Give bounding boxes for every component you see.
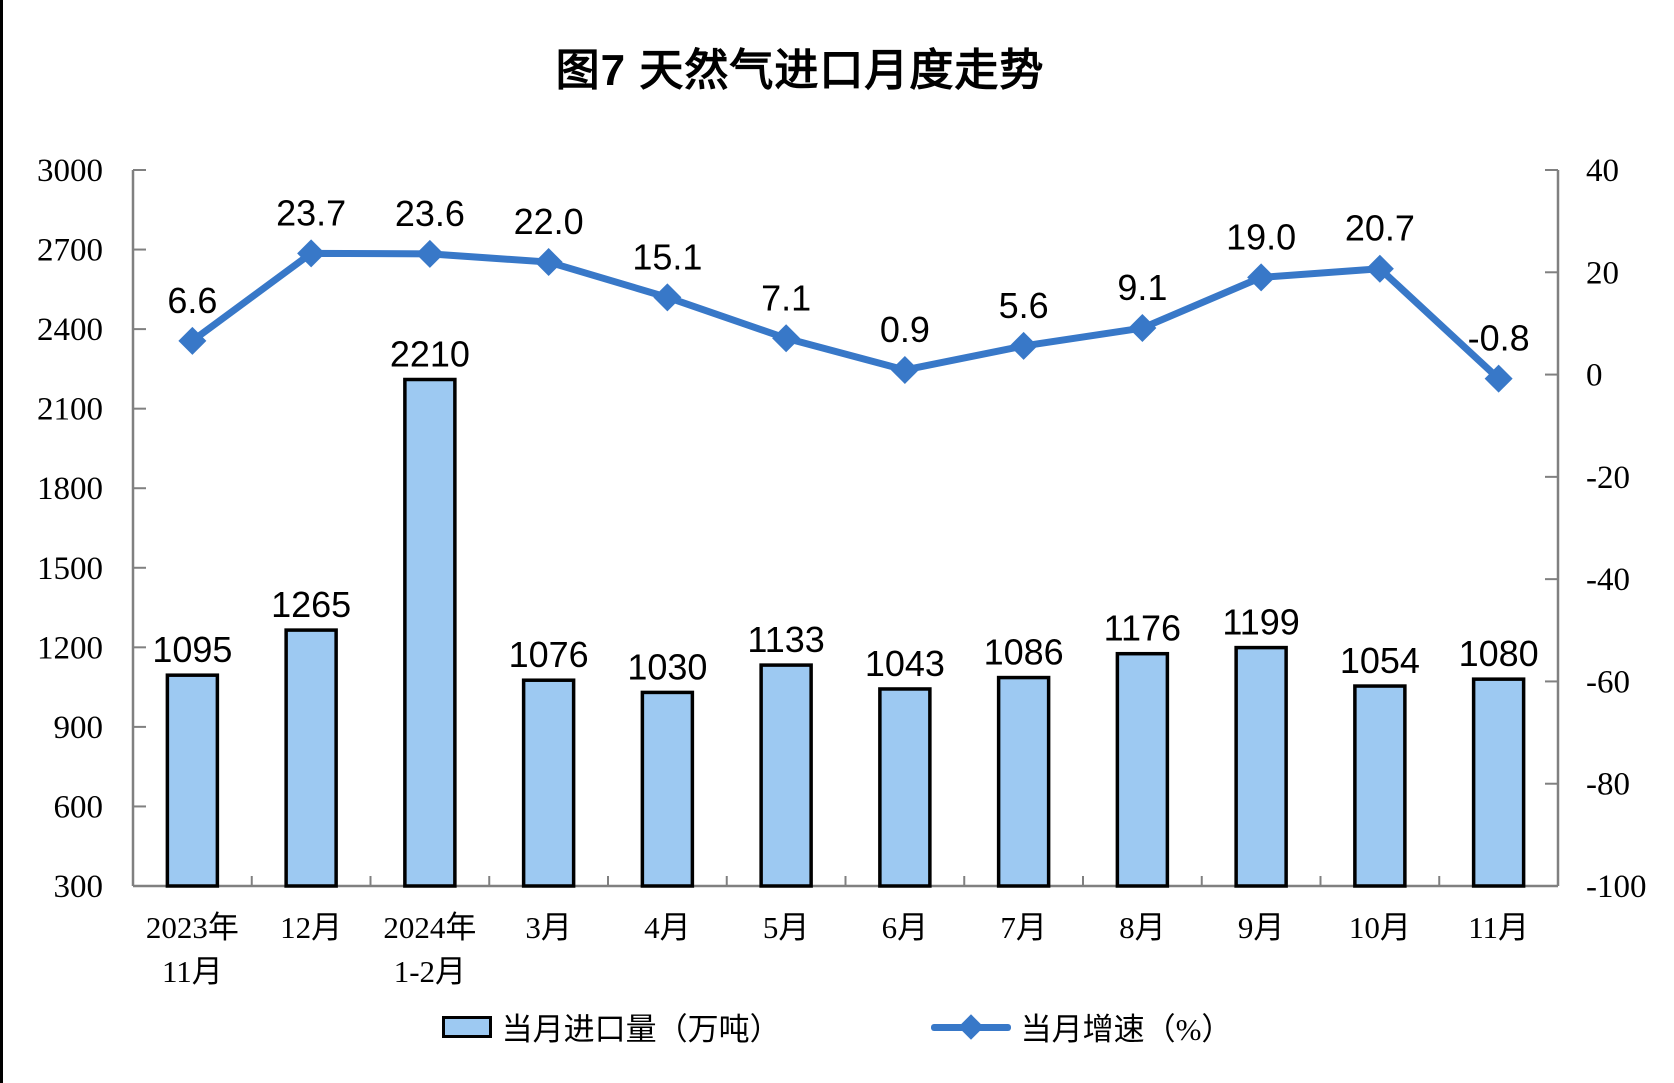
legend-item-imports: 当月进口量（万吨） [441, 1004, 781, 1049]
x-axis-label: 2024年 [383, 910, 476, 945]
line-value-label: 15.1 [632, 236, 702, 277]
line-value-label: 23.7 [276, 192, 346, 233]
x-axis-label: 2023年 [146, 910, 239, 945]
legend-line-diamond-icon [957, 1013, 984, 1040]
right-axis-tick-label: -60 [1586, 664, 1630, 700]
x-axis-label: 3月 [525, 910, 572, 945]
bar-value-label: 1030 [627, 646, 707, 687]
line-marker-diamond-icon [890, 355, 919, 384]
bar [521, 678, 576, 888]
bar-value-label: 1054 [1340, 640, 1420, 681]
bar [759, 663, 813, 888]
right-axis-tick-label: -20 [1586, 460, 1630, 496]
legend-bar-label: 当月进口量（万吨） [501, 1012, 781, 1047]
bar [996, 675, 1051, 888]
line-value-label: 7.1 [761, 277, 811, 318]
x-axis-label: 10月 [1349, 910, 1411, 945]
chart-title: 图7 天然气进口月度走势 [555, 46, 1045, 95]
left-axis-tick-label: 600 [54, 789, 104, 825]
line-value-label: 20.7 [1345, 208, 1415, 249]
legend-item-growth: 当月增速（%） [930, 1004, 1233, 1049]
x-axis-labels: 2023年 11月 12月 2024年 1-2月 3月 4月 5月 6月 7月 8月 9月 10月 11月 [146, 910, 1529, 989]
bar [640, 690, 695, 888]
bar-value-label: 2210 [390, 333, 470, 374]
left-axis-tick-label: 2400 [37, 312, 103, 348]
bar-value-label: 1086 [984, 632, 1064, 673]
bar [1115, 651, 1170, 888]
line-marker-diamond-icon [1009, 331, 1038, 360]
right-axis-tick-label: 0 [1586, 358, 1603, 394]
bar [403, 377, 457, 888]
right-axis-ticks: 40 20 0 -20 -40 -60 -80 -100 [1545, 153, 1647, 905]
line-marker-diamond-icon [415, 239, 444, 268]
line-value-label: 23.6 [395, 193, 465, 234]
growth-line [188, 249, 1503, 383]
bar-value-label: 1080 [1459, 633, 1539, 674]
line-value-label: 22.0 [514, 201, 584, 242]
left-axis-tick-label: 2100 [37, 392, 103, 428]
line-value-label: 5.6 [999, 285, 1049, 326]
line-marker-diamond-icon [297, 239, 326, 268]
line-value-label: -0.8 [1468, 318, 1530, 359]
bar-value-label: 1265 [271, 584, 351, 625]
x-axis-label: 8月 [1119, 910, 1166, 945]
line-value-label: 9.1 [1117, 267, 1167, 308]
line-marker-diamond-icon [178, 326, 207, 355]
right-axis-tick-label: 40 [1586, 153, 1619, 189]
bar [1234, 645, 1288, 888]
right-axis-tick-label: -80 [1586, 767, 1630, 803]
bar [1471, 677, 1526, 888]
bar-value-label: 1076 [509, 634, 589, 675]
bar [878, 687, 932, 888]
right-axis-tick-label: 20 [1586, 255, 1619, 291]
line-series: 6.6 23.7 23.6 22.0 15.1 7.1 0.9 5.6 9.1 19.0 20.7 -… [167, 192, 1530, 393]
line-marker-diamond-icon [534, 248, 563, 277]
x-axis-ticks [250, 876, 1441, 886]
left-axis-ticks: 3000 2700 2400 2100 1800 1500 1200 900 600 300 [37, 153, 146, 905]
bar-value-label: 1133 [747, 619, 824, 660]
line-value-label: 19.0 [1226, 216, 1296, 257]
left-axis-tick-label: 300 [54, 869, 104, 905]
x-axis-label: 4月 [644, 910, 691, 945]
line-marker-diamond-icon [1247, 263, 1276, 292]
page-left-border [0, 0, 3, 1083]
legend-bar-swatch [441, 1015, 492, 1038]
bar-value-label: 1095 [152, 629, 232, 670]
bar-value-label: 1199 [1222, 602, 1299, 643]
left-axis-tick-label: 1500 [37, 551, 103, 587]
left-axis-tick-label: 2700 [37, 233, 103, 269]
left-axis-tick-label: 1200 [37, 630, 103, 666]
x-axis-label: 11月 [1468, 910, 1529, 945]
bar-value-label: 1176 [1104, 608, 1181, 649]
right-axis-tick-label: -100 [1586, 869, 1647, 905]
bar [1353, 684, 1407, 888]
right-axis-tick-label: -40 [1586, 562, 1630, 598]
legend-line-label: 当月增速（%） [1020, 1012, 1233, 1047]
line-marker-diamond-icon [653, 283, 682, 312]
line-value-label: 6.6 [167, 280, 217, 321]
bar [165, 673, 220, 888]
bar [284, 628, 338, 888]
line-marker-diamond-icon [772, 324, 801, 353]
x-axis-label: 7月 [1000, 910, 1047, 945]
x-axis-label: 12月 [280, 910, 342, 945]
line-marker-diamond-icon [1365, 254, 1394, 283]
left-axis-tick-label: 3000 [37, 153, 103, 189]
left-axis-tick-label: 900 [54, 710, 104, 746]
bar-series: 1095 1265 2210 1076 1030 1133 1043 1086 1176 1199… [152, 333, 1539, 888]
line-value-label: 0.9 [880, 309, 930, 350]
bar-value-label: 1043 [865, 643, 945, 684]
line-marker-diamond-icon [1484, 364, 1513, 393]
legend-line-swatch [930, 1013, 1011, 1040]
x-axis-label: 9月 [1238, 910, 1285, 945]
line-marker-diamond-icon [1128, 314, 1157, 343]
chart-legend: 当月进口量（万吨） 当月增速（%） [0, 1004, 1674, 1049]
x-axis-label-line2: 11月 [162, 954, 223, 989]
left-axis-tick-label: 1800 [37, 471, 103, 507]
x-axis-label-line2: 1-2月 [394, 954, 466, 989]
x-axis-label: 6月 [882, 910, 929, 945]
x-axis-label: 5月 [763, 910, 810, 945]
